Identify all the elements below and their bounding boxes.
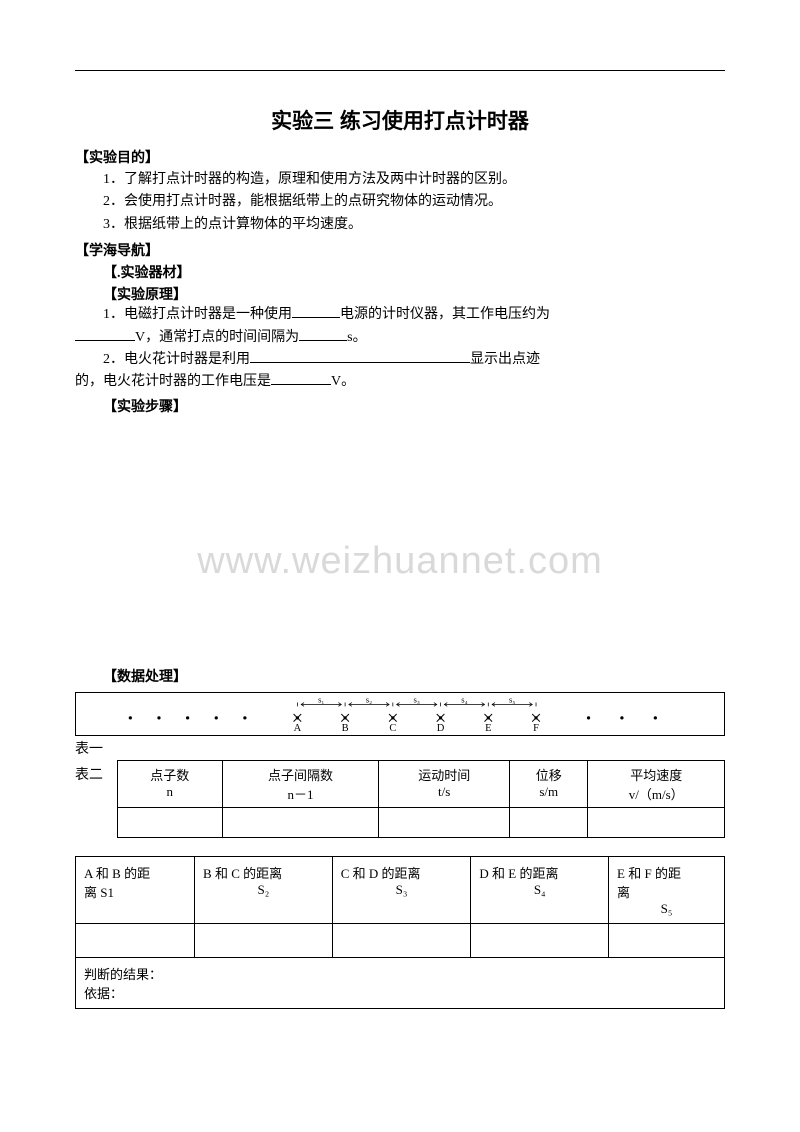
t2-h5c: S₅ bbox=[617, 901, 716, 917]
t2-c3 bbox=[332, 923, 471, 957]
blank-spark bbox=[250, 349, 470, 363]
page-top-rule bbox=[75, 70, 725, 71]
p2-text-b: 显示出点迹 bbox=[470, 352, 540, 367]
section-goal-head: 【实验目的】 bbox=[75, 147, 725, 167]
principle-line-1b: V，通常打点的时间间隔为 s。 bbox=[75, 327, 725, 349]
t2-c5 bbox=[609, 923, 725, 957]
p1-text-b: 电源的计时仪器，其工作电压约为 bbox=[340, 307, 550, 322]
t1-h2a: 点子间隔数 bbox=[229, 765, 373, 784]
t1-h5a: 平均速度 bbox=[594, 765, 718, 784]
svg-text:F: F bbox=[533, 723, 539, 734]
t1-c1 bbox=[118, 807, 223, 837]
t2-h5b: 离 bbox=[617, 882, 716, 901]
p2-text-d: V。 bbox=[331, 374, 355, 389]
t2-h5a: E 和 F 的距 bbox=[617, 863, 716, 882]
table-1: 点子数n 点子间隔数n－1 运动时间t/s 位移s/m 平均速度v/（m/s） bbox=[117, 760, 725, 838]
t2-h4a: D 和 E 的距离 bbox=[479, 863, 600, 882]
blank-spark-voltage bbox=[271, 371, 331, 385]
svg-text:s₅: s₅ bbox=[509, 694, 515, 704]
t2-h1b: 离 S1 bbox=[84, 882, 186, 901]
t1-h1b: n bbox=[124, 784, 216, 800]
svg-text:s₂: s₂ bbox=[366, 694, 372, 704]
table-2: A 和 B 的距 离 S1 B 和 C 的距离 S₂ C 和 D 的距离 S₃ … bbox=[75, 856, 725, 1009]
section-principle-head: 【实验原理】 bbox=[75, 284, 725, 304]
tape-diagram: A B C D E F s₁ s₂ s₃ s₄ s₅ bbox=[75, 692, 725, 736]
svg-text:B: B bbox=[342, 723, 349, 734]
t1-c3 bbox=[379, 807, 510, 837]
t2-judge: 判断的结果： 依据： bbox=[76, 957, 725, 1008]
goal-item-1: 1．了解打点计时器的构造，原理和使用方法及两中计时器的区别。 bbox=[75, 169, 725, 191]
principle-line-2: 2．电火花计时器是利用 显示出点迹 bbox=[75, 349, 725, 371]
t2-h3: C 和 D 的距离 S₃ bbox=[332, 856, 471, 923]
section-guide-head: 【学海导航】 bbox=[75, 240, 725, 260]
t2-judge-2: 依据： bbox=[84, 983, 716, 1002]
p2-text-a: 2．电火花计时器是利用 bbox=[103, 352, 250, 367]
p1-text-d: s。 bbox=[347, 330, 366, 345]
t1-h1a: 点子数 bbox=[124, 765, 216, 784]
t1-h3a: 运动时间 bbox=[385, 765, 503, 784]
table1-label: 表一 bbox=[75, 738, 725, 758]
goal-item-3: 3．根据纸带上的点计算物体的平均速度。 bbox=[75, 214, 725, 236]
t1-h3: 运动时间t/s bbox=[379, 760, 510, 807]
t2-h3a: C 和 D 的距离 bbox=[341, 863, 463, 882]
svg-text:s₃: s₃ bbox=[414, 694, 420, 704]
svg-text:C: C bbox=[389, 723, 396, 734]
t2-c2 bbox=[195, 923, 333, 957]
blank-power bbox=[292, 304, 340, 318]
principle-line-2b: 的，电火花计时器的工作电压是 V。 bbox=[75, 371, 725, 393]
t2-c1 bbox=[76, 923, 195, 957]
section-data-head: 【数据处理】 bbox=[75, 666, 725, 686]
principle-line-1: 1．电磁打点计时器是一种使用 电源的计时仪器，其工作电压约为 bbox=[75, 304, 725, 326]
t1-h4: 位移s/m bbox=[510, 760, 588, 807]
t1-h1: 点子数n bbox=[118, 760, 223, 807]
blank-interval bbox=[299, 327, 347, 341]
t1-h5: 平均速度v/（m/s） bbox=[588, 760, 725, 807]
table2-label-wrap: 表二 点子数n 点子间隔数n－1 运动时间t/s 位移s/m 平均速度v/（m/… bbox=[75, 760, 725, 838]
t2-h1: A 和 B 的距 离 S1 bbox=[76, 856, 195, 923]
t1-c5 bbox=[588, 807, 725, 837]
p1-text-a: 1．电磁打点计时器是一种使用 bbox=[103, 307, 292, 322]
t2-h2: B 和 C 的距离 S₂ bbox=[195, 856, 333, 923]
t1-h4a: 位移 bbox=[516, 765, 581, 784]
table2-label: 表二 bbox=[75, 764, 103, 784]
t1-h3b: t/s bbox=[385, 784, 503, 800]
svg-text:s₁: s₁ bbox=[318, 694, 324, 704]
watermark-text: www.weizhuannet.com bbox=[0, 540, 800, 583]
t1-h4b: s/m bbox=[516, 784, 581, 800]
t1-h2b: n－1 bbox=[229, 784, 373, 803]
svg-text:D: D bbox=[437, 723, 445, 734]
t2-h4: D 和 E 的距离 S₄ bbox=[471, 856, 609, 923]
document-title: 实验三 练习使用打点计时器 bbox=[75, 105, 725, 135]
blank-voltage bbox=[75, 327, 135, 341]
p2-text-c: 的，电火花计时器的工作电压是 bbox=[75, 374, 271, 389]
section-steps-head: 【实验步骤】 bbox=[75, 396, 725, 416]
t2-h3b: S₃ bbox=[341, 882, 463, 898]
t1-c4 bbox=[510, 807, 588, 837]
tape-svg: A B C D E F s₁ s₂ s₃ s₄ s₅ bbox=[76, 693, 724, 735]
p1-text-c: V，通常打点的时间间隔为 bbox=[135, 330, 299, 345]
t2-h1a: A 和 B 的距 bbox=[84, 863, 186, 882]
goal-item-2: 2．会使用打点计时器，能根据纸带上的点研究物体的运动情况。 bbox=[75, 191, 725, 213]
t2-h2b: S₂ bbox=[203, 882, 324, 898]
t2-h4b: S₄ bbox=[479, 882, 600, 898]
t2-h2a: B 和 C 的距离 bbox=[203, 863, 324, 882]
svg-text:A: A bbox=[294, 723, 302, 734]
svg-text:s₄: s₄ bbox=[461, 694, 467, 704]
t1-h2: 点子间隔数n－1 bbox=[222, 760, 379, 807]
t2-judge-1: 判断的结果： bbox=[84, 964, 716, 983]
t1-h5b: v/（m/s） bbox=[594, 784, 718, 803]
t2-c4 bbox=[471, 923, 609, 957]
svg-text:E: E bbox=[485, 723, 491, 734]
t2-h5: E 和 F 的距 离 S₅ bbox=[609, 856, 725, 923]
section-equip-head: 【.实验器材】 bbox=[75, 262, 725, 282]
t1-c2 bbox=[222, 807, 379, 837]
